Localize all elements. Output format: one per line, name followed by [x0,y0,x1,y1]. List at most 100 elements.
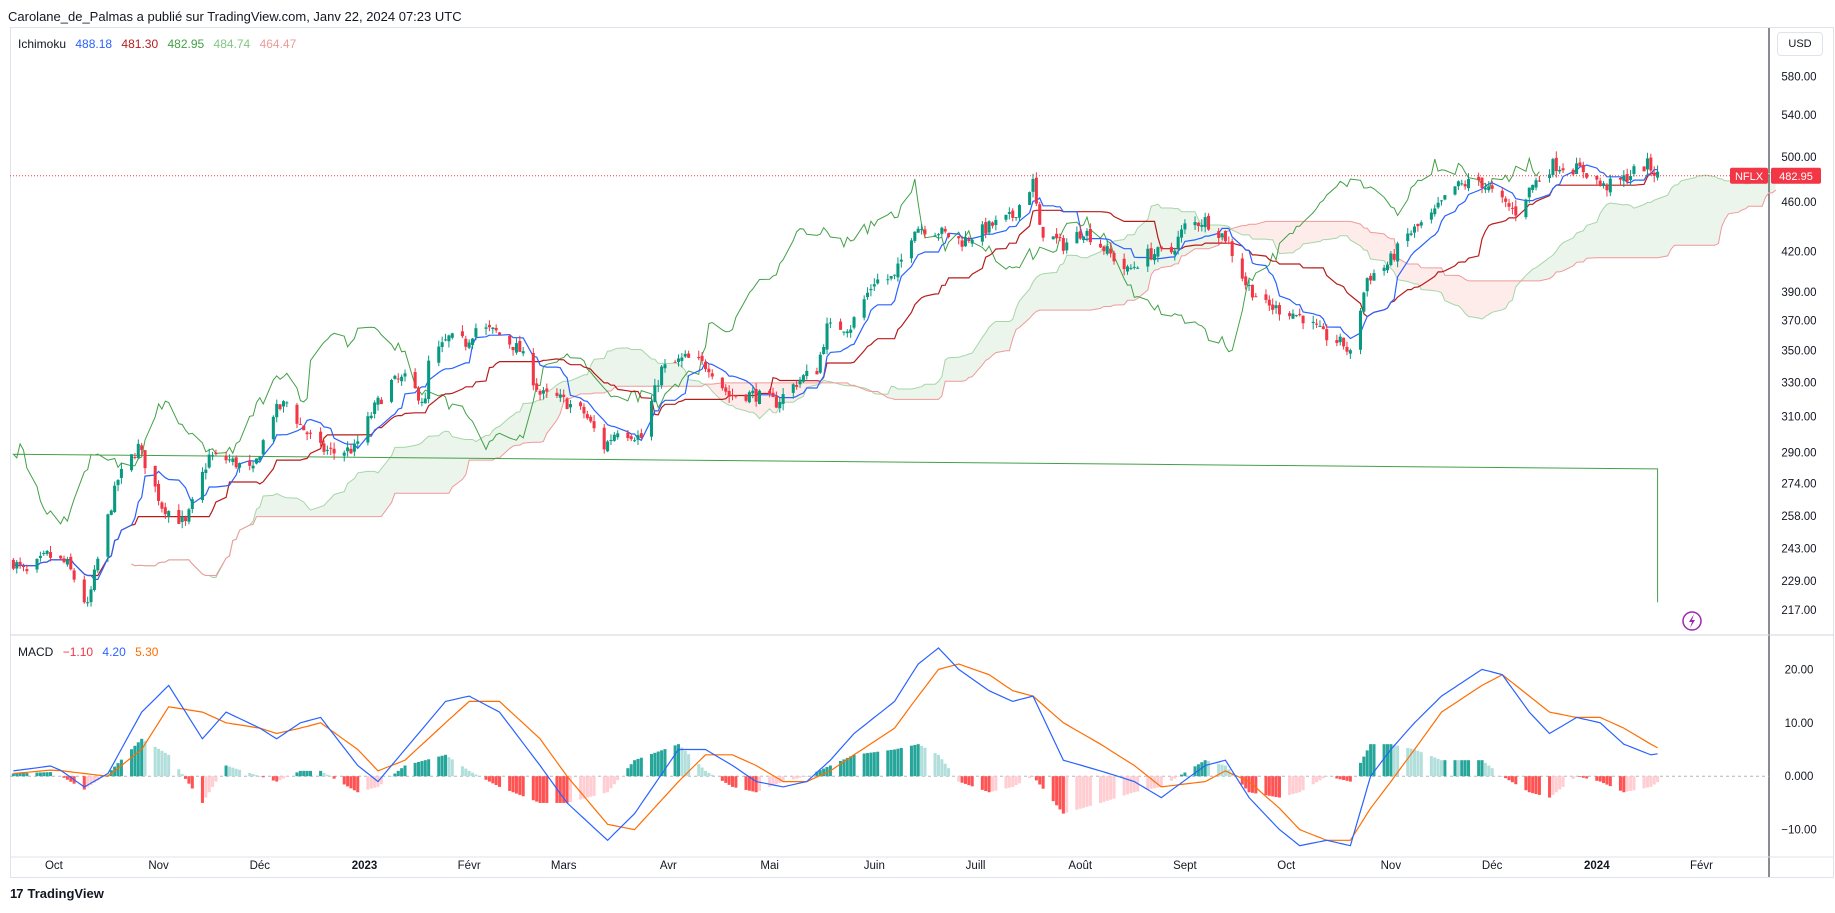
cloud-segment [1458,275,1462,309]
candle [1220,233,1224,241]
candle [994,215,998,231]
candle-body [582,406,586,414]
ichimoku-legend[interactable]: Ichimoku 488.18 481.30 482.95 484.74 464… [18,37,302,51]
candle [319,427,323,447]
candle [45,549,49,556]
macd-histogram-bar [373,776,377,788]
candle-body [1439,200,1444,202]
candle [984,217,988,239]
candle [487,320,491,332]
candle-body [1038,204,1042,225]
candle [1193,216,1197,230]
footer-branding[interactable]: 17 TradingView [10,886,104,901]
candle [947,233,951,239]
candle-body [1085,230,1089,236]
macd-histogram-bar [214,776,218,782]
candle [1433,204,1437,217]
macd-histogram-bar [1176,776,1180,777]
candle [1146,244,1150,272]
candle [565,397,569,410]
candle [673,359,677,363]
candle-body [1534,180,1538,188]
candle [167,510,171,523]
macd-histogram-bar [562,776,566,803]
candle-body [332,448,336,454]
currency-selector[interactable]: USD [1777,32,1823,56]
cloud-segment [1299,221,1304,249]
candle-body [795,385,799,387]
candle [987,220,991,236]
candle [1240,253,1244,282]
candle [1325,324,1329,346]
candle [214,449,218,456]
candle-body [1602,183,1606,186]
macd-histogram-bar [876,751,880,777]
macd-histogram-bar [487,776,491,782]
macd-histogram-bar [160,750,164,777]
macd-histogram-bar [420,761,424,777]
candle [177,504,181,525]
candle [119,463,123,484]
cloud-segment [1323,221,1327,240]
macd-histogram-bar [1348,776,1352,782]
candle-body [818,354,822,373]
candle [1051,236,1055,240]
candle-body [963,237,967,247]
macd-legend[interactable]: MACD −1.10 4.20 5.30 [18,645,164,659]
macd-histogram-bar [1126,776,1130,795]
macd-histogram-bar [1456,760,1460,777]
macd-histogram-bar [1247,776,1251,793]
cloud-segment [1671,185,1675,250]
macd-histogram-bar [69,776,73,782]
macd-histogram-bar [535,776,539,802]
macd-histogram-bar [133,745,137,777]
cloud-segment [1644,202,1648,258]
candle [1207,213,1211,231]
macd-histogram-bar [531,776,535,801]
cloud-segment [327,498,331,517]
candle [1406,228,1410,247]
cloud-segment [367,471,372,517]
candle [471,337,475,350]
candle-body [771,392,775,398]
macd-histogram-bar [21,773,26,777]
cloud-segment [462,439,466,480]
macd-histogram-bar [1294,776,1298,794]
macd-histogram-bar [592,776,596,796]
candle-body [1558,169,1562,172]
candle-body [1321,326,1325,330]
cloud-segment [1610,203,1621,258]
cloud-segment [496,426,500,458]
candle-body [1267,299,1271,306]
candle [207,448,211,469]
cloud-segment [1151,205,1155,275]
cloud-segment [1681,178,1692,246]
cloud-segment [357,471,368,517]
cloud-segment [1633,204,1645,258]
candle-body [1369,275,1373,281]
macd-histogram-bar [558,776,562,803]
candle [447,334,451,348]
candle-body [1223,230,1227,242]
ichimoku-kijun-value: 481.30 [121,37,159,51]
candle-body [1065,242,1069,251]
cloud-segment [523,402,534,444]
candle [970,238,974,247]
candle [163,502,167,519]
cloud-segment [263,495,274,517]
cloud-segment [1124,234,1128,305]
candle-body [346,447,350,452]
candle [1007,207,1011,220]
candle-body [373,402,377,415]
last-price-badge: 482.95 [1779,171,1813,183]
lightning-icon-ring [1682,611,1702,631]
macd-histogram-bar [1031,776,1035,777]
candle-body [916,228,920,233]
cloud-segment [965,354,969,381]
candle [1632,164,1636,177]
candle [936,233,940,241]
candle-body [1017,205,1022,218]
cloud-segment [800,382,804,398]
candle [1598,177,1602,187]
